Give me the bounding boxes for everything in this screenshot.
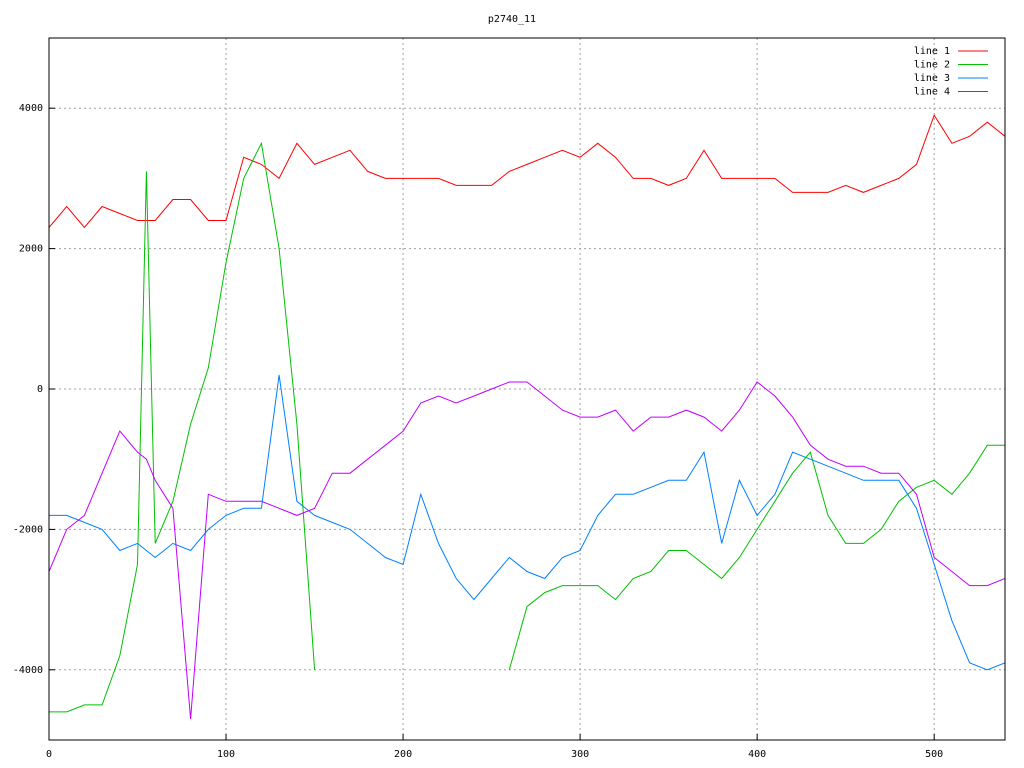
chart-title: p2740_11: [488, 14, 536, 25]
y-tick-label: 0: [37, 384, 43, 395]
legend-label: line 1: [914, 46, 950, 57]
legend-label: line 4: [914, 87, 950, 98]
y-tick-label: -2000: [13, 524, 43, 535]
grid: -4000 -2000 0 2000 4000 0 100 200 300 400 500: [13, 38, 1005, 760]
data-line: [49, 114, 1005, 229]
data-line: [49, 381, 1005, 719]
x-tick-label: 100: [217, 749, 235, 760]
x-tick-label: 200: [394, 749, 412, 760]
legend-label: line 2: [914, 60, 950, 71]
y-tick-label: 2000: [19, 244, 43, 255]
data-line: [49, 374, 1005, 671]
x-tick-label: 500: [925, 749, 943, 760]
y-tick-label: -4000: [13, 665, 43, 676]
y-tick-label: 4000: [19, 103, 43, 114]
x-tick-label: 400: [748, 749, 766, 760]
plot-frame: [48, 37, 1006, 741]
x-tick-label: 0: [46, 749, 52, 760]
plot: [49, 114, 1005, 719]
legend-label: line 3: [914, 73, 950, 84]
data-line: [49, 141, 1005, 713]
x-tick-label: 300: [571, 749, 589, 760]
legend: line 1 line 2 line 3 line 4: [914, 46, 988, 98]
